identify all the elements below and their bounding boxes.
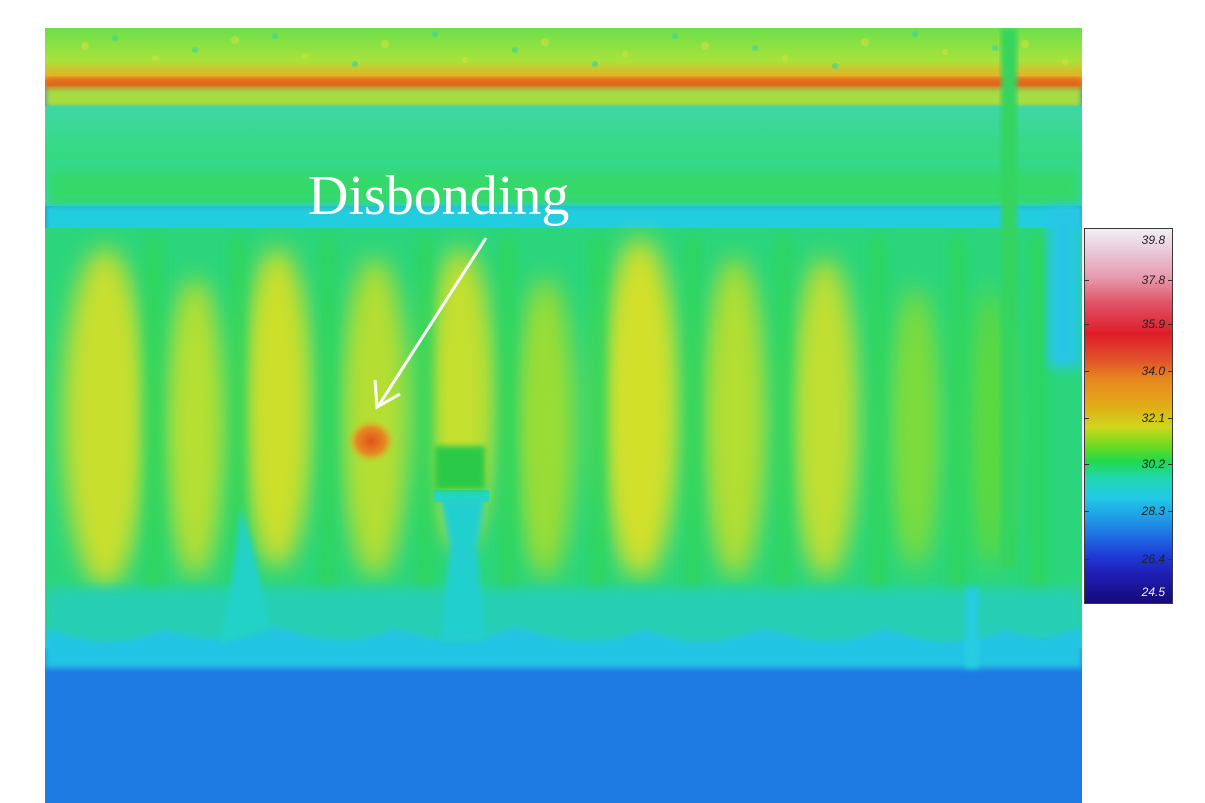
scale-tick-label: 37.8 (1141, 273, 1165, 287)
scale-tick-label: 26.4 (1141, 552, 1165, 566)
color-scale: 39.8 37.8 35.9 34.0 32.1 30.2 28.3 26.4 … (1084, 228, 1173, 604)
scale-tick-label: 39.8 (1141, 233, 1165, 247)
scale-tick-label: 24.5 (1141, 585, 1165, 599)
scale-tick-label: 35.9 (1141, 317, 1165, 331)
scale-tick-label: 30.2 (1141, 457, 1165, 471)
scale-tick-label: 32.1 (1141, 411, 1165, 425)
scale-tick-label: 28.3 (1141, 504, 1165, 518)
annotation-label: Disbonding (308, 165, 570, 227)
scale-tick-label: 34.0 (1141, 364, 1165, 378)
thermal-image (45, 28, 1082, 803)
color-scale-gradient (1084, 228, 1173, 604)
disbonding-hotspot (347, 419, 395, 463)
